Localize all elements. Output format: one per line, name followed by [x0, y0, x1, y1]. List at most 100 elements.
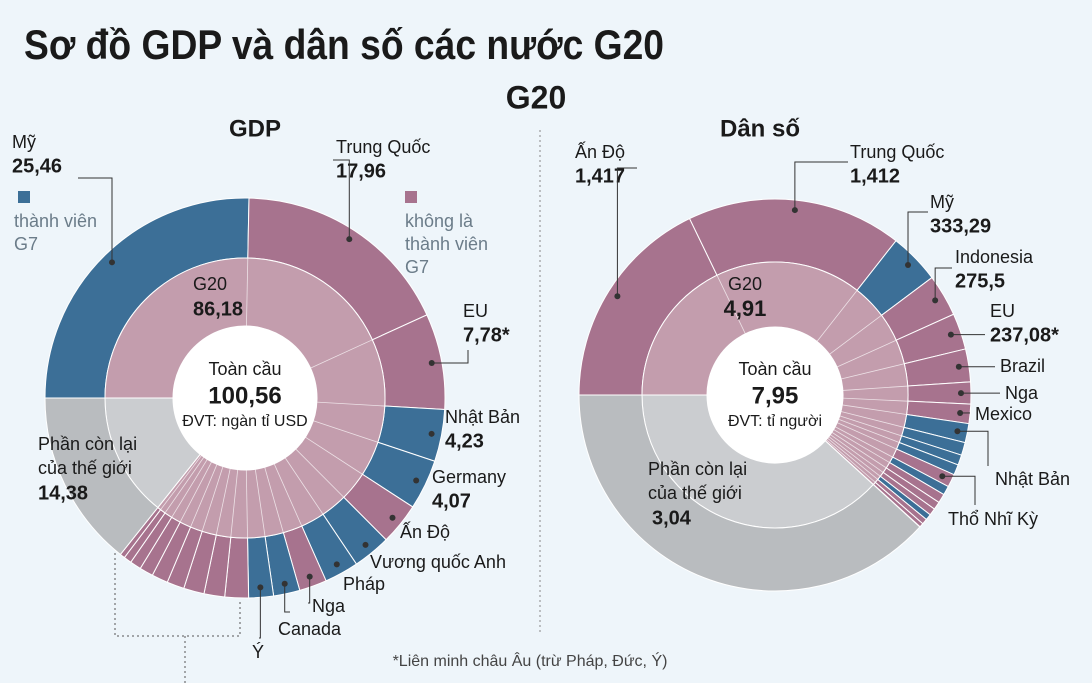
segment-label: Nga: [1005, 383, 1039, 403]
group-label: G20: [728, 274, 762, 294]
segment-value: 7,78*: [463, 324, 510, 346]
leader-dot: [614, 293, 621, 300]
total-unit: ĐVT: tỉ người: [728, 413, 822, 430]
divider-line: [215, 468, 231, 536]
rest-outer: [578, 394, 921, 592]
divider-line: [201, 466, 224, 532]
segment-value: 237,08*: [990, 324, 1059, 346]
leader-line: [794, 161, 848, 211]
divider-line: [179, 461, 212, 523]
divider-line: [295, 448, 345, 498]
group-value: 3,04: [652, 507, 692, 529]
divider-line: [842, 404, 907, 415]
divider-line: [840, 411, 905, 428]
divider-line: [825, 440, 874, 485]
segment-label: Mỹ: [930, 192, 954, 212]
segment-value: 17,96: [336, 160, 386, 182]
segment-label: Pháp: [343, 574, 385, 594]
segment-label: Canada: [278, 619, 342, 639]
divider-line: [816, 290, 858, 342]
divider-line: [246, 258, 249, 327]
segment-value: 1,417: [575, 165, 625, 187]
divider-line: [160, 455, 202, 510]
total-label: Toàn cầu: [738, 359, 811, 379]
legend-label: G7: [14, 234, 38, 254]
divider-line: [839, 415, 902, 437]
segment-label: Trung Quốc: [850, 142, 944, 162]
segment-label: Mỹ: [12, 132, 36, 152]
segment-label: Nga: [312, 596, 346, 616]
leader-line: [78, 177, 113, 263]
rest-outer: [44, 397, 159, 556]
divider-line: [842, 397, 908, 402]
leader-dot: [306, 573, 313, 580]
divider-line: [164, 456, 205, 514]
leader-dot: [108, 259, 115, 266]
segment-label: Nhật Bản: [995, 469, 1070, 489]
group-label: G20: [193, 274, 227, 294]
segment-value: 1,412: [850, 165, 900, 187]
group-label: Phần còn lại: [648, 459, 747, 479]
leader-dot: [932, 297, 939, 304]
divider-line: [716, 275, 746, 334]
center: [173, 326, 317, 470]
leader-dot: [362, 541, 369, 548]
chart-title: GDP: [229, 115, 281, 142]
chart-title: Dân số: [720, 115, 800, 142]
leader-dot: [947, 331, 954, 338]
divider-line: [834, 426, 893, 458]
divider-line: [245, 469, 248, 538]
legend-label: thành viên: [405, 234, 488, 254]
divider-line: [190, 464, 218, 528]
segment-label: Vương quốc Anh: [370, 552, 506, 572]
divider-line: [273, 463, 303, 527]
divider-line: [830, 434, 884, 473]
leader-line: [616, 167, 637, 297]
leader-line: [259, 587, 261, 639]
segment-label: Trung Quốc: [336, 137, 430, 157]
group-label: của thế giới: [648, 483, 742, 503]
center: [707, 327, 843, 463]
leader-dot: [954, 428, 961, 435]
divider-line: [284, 457, 324, 515]
legend-swatch: [405, 191, 417, 203]
divider-line: [827, 437, 878, 480]
leader-line: [308, 576, 311, 604]
divider-line: [157, 454, 201, 508]
segment-label: Mexico: [975, 404, 1032, 424]
legend-label: không là: [405, 211, 474, 231]
title: Sơ đồ GDP và dân số các nước G20: [24, 21, 664, 68]
leader-dot: [257, 584, 264, 591]
leader-line: [431, 350, 469, 364]
divider-line: [264, 467, 284, 533]
divider-line: [836, 422, 897, 450]
divider-line: [836, 339, 897, 368]
leader-dot: [791, 207, 798, 214]
total-value: 7,95: [752, 382, 799, 409]
leader-dot: [281, 580, 288, 587]
divider-line: [305, 436, 363, 475]
leader-dot: [389, 514, 396, 521]
leader-line: [957, 430, 989, 466]
group-value: 86,18: [193, 298, 243, 320]
leader-line: [942, 475, 976, 505]
leader-line: [284, 583, 290, 613]
leader-line: [934, 267, 952, 301]
segment-value: 333,29: [930, 215, 991, 237]
segment-label: Nhật Bản: [445, 407, 520, 427]
divider-line: [828, 436, 881, 477]
divider-line: [310, 339, 373, 369]
group-value: 4,91: [724, 296, 767, 321]
segment-value: 4,07: [432, 490, 471, 512]
leader-dot: [955, 363, 962, 370]
leader-dot: [333, 561, 340, 568]
leader-dot: [957, 390, 964, 397]
leader-dot: [413, 477, 420, 484]
subtitle: G20: [506, 79, 566, 115]
legend-label: G7: [405, 257, 429, 277]
segment-value: 275,5: [955, 270, 1005, 292]
legend-swatch: [18, 191, 30, 203]
leader-dot: [939, 473, 946, 480]
segment-value: 25,46: [12, 155, 62, 177]
footnote: *Liên minh châu Âu (trừ Pháp, Đức, Ý): [393, 651, 668, 670]
